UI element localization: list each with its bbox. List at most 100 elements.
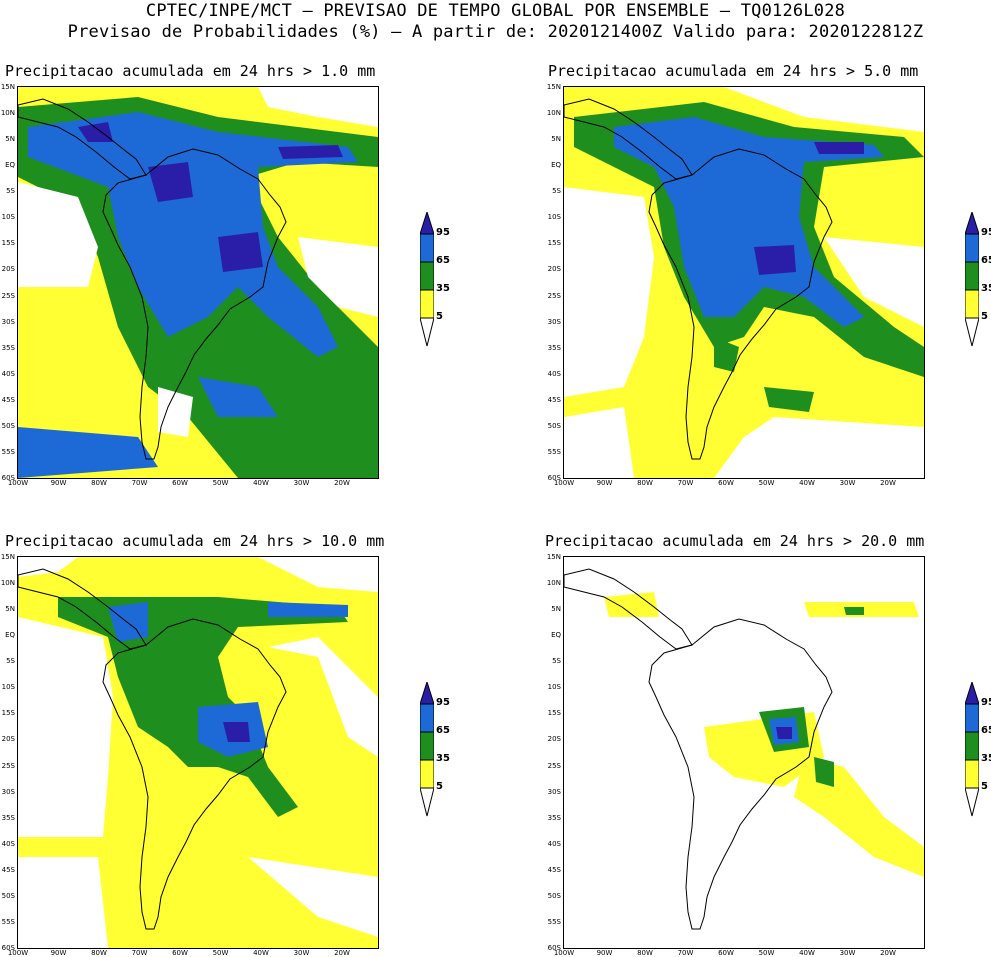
probability-area-white xyxy=(298,237,378,317)
panel-title-1: Precipitacao acumulada em 24 hrs > 1.0 m… xyxy=(5,62,376,80)
lat-tick-label: 5S xyxy=(552,187,561,196)
colorbar-label: 35 xyxy=(981,283,991,294)
colorbar-segment-5 xyxy=(420,289,434,319)
colorbar-label: 65 xyxy=(981,255,991,266)
south-america-outline xyxy=(648,618,833,930)
central-america-outline xyxy=(564,568,693,650)
colorbar-segment-95 xyxy=(965,682,979,705)
probability-area-c95 xyxy=(754,245,796,275)
lat-tick-label: 25S xyxy=(1,761,15,770)
lat-tick-label: 5S xyxy=(6,657,15,666)
lat-tick-label: 35S xyxy=(547,343,561,352)
lon-tick-label: 80W xyxy=(637,479,653,487)
lon-tick-label: 100W xyxy=(7,479,29,487)
lon-tick-label: 90W xyxy=(50,479,67,487)
colorbar-segment-95 xyxy=(420,682,434,705)
lon-tick-label: 60W xyxy=(718,479,734,487)
probability-map-3 xyxy=(18,557,378,948)
probability-area-c95 xyxy=(148,162,193,202)
probability-area-white xyxy=(258,557,378,592)
lat-tick-label: 60S xyxy=(1,474,15,482)
colorbar-segment-65 xyxy=(965,233,979,263)
map-panel-1 xyxy=(17,86,379,479)
lon-tick-label: 40W xyxy=(799,949,815,957)
colorbar-label: 35 xyxy=(981,753,991,764)
lon-tick-label: 30W xyxy=(293,479,310,487)
probability-area-white xyxy=(724,87,924,132)
probability-area-c5 xyxy=(794,757,924,877)
colorbar-label: 5 xyxy=(436,781,443,792)
colorbar-segment-5 xyxy=(965,759,979,789)
probability-area-c65 xyxy=(614,117,884,327)
colorbar-label: 95 xyxy=(436,697,450,708)
probability-area-white xyxy=(824,237,924,327)
colorbar-label: 95 xyxy=(436,227,450,238)
probability-area-white xyxy=(564,187,654,397)
lat-tick-label: 45S xyxy=(547,865,561,874)
lat-tick-label: 10N xyxy=(0,109,15,118)
colorbar: 95 65 35 5 xyxy=(420,682,480,832)
probability-area-c95 xyxy=(218,232,263,272)
lon-tick-label: 20W xyxy=(880,949,896,957)
probability-area-c95 xyxy=(776,727,792,739)
colorbar-segment-65 xyxy=(965,703,979,733)
lat-tick-label: 55S xyxy=(1,917,15,926)
lat-tick-label: 5S xyxy=(552,657,561,666)
probability-area-c35 xyxy=(814,757,834,787)
lat-tick-label: 15S xyxy=(1,239,15,248)
map-panel-4 xyxy=(563,556,925,949)
lat-tick-label: 10S xyxy=(547,683,561,692)
main-subtitle: Previsao de Probabilidades (%) – A parti… xyxy=(67,22,924,42)
lat-tick-label: 40S xyxy=(547,369,561,378)
colorbar-label: 5 xyxy=(981,311,988,322)
lat-tick-label: 50S xyxy=(1,421,15,430)
probability-map-1 xyxy=(18,87,378,478)
lat-tick-label: 30S xyxy=(547,317,561,326)
lat-tick-label: 20S xyxy=(547,735,561,744)
colorbar-segment-low xyxy=(420,787,434,817)
probability-area-c65 xyxy=(198,377,278,417)
probability-area-white xyxy=(714,417,924,478)
lat-tick-label: 15S xyxy=(1,709,15,718)
colorbar-segment-95 xyxy=(420,212,434,235)
colorbar-segment-low xyxy=(965,317,979,347)
lat-tick-label: 20S xyxy=(547,265,561,274)
south-america-outline xyxy=(102,618,287,930)
lat-tick-label: 15S xyxy=(547,239,561,248)
lat-tick-label: EQ xyxy=(5,631,15,640)
lat-tick-label: 50S xyxy=(547,421,561,430)
probability-map-4 xyxy=(564,568,924,930)
lat-tick-label: 5N xyxy=(5,135,15,144)
colorbar-label: 35 xyxy=(436,753,450,764)
panel-title-4: Precipitacao acumulada em 24 hrs > 20.0 … xyxy=(545,532,925,550)
lat-tick-label: 55S xyxy=(1,447,15,456)
probability-area-white xyxy=(258,87,378,127)
lat-tick-label: 45S xyxy=(1,395,15,404)
colorbar-label: 5 xyxy=(436,311,443,322)
probability-area-white xyxy=(268,637,378,757)
lat-tick-label: 40S xyxy=(547,839,561,848)
lat-tick-label: 10N xyxy=(546,109,561,118)
lat-tick-label: 5N xyxy=(5,605,15,614)
probability-area-white xyxy=(564,407,634,478)
probability-area-c35 xyxy=(844,607,864,615)
lat-tick-label: 10S xyxy=(1,683,15,692)
probability-map-2 xyxy=(564,87,924,478)
lat-tick-label: 30S xyxy=(1,787,15,796)
panel-title-3: Precipitacao acumulada em 24 hrs > 10.0 … xyxy=(5,532,385,550)
lat-tick-label: 60S xyxy=(1,944,15,952)
lat-tick-label: 60S xyxy=(547,474,561,482)
lat-tick-label: 10S xyxy=(1,213,15,222)
lon-tick-label: 60W xyxy=(172,479,188,487)
colorbar-segment-35 xyxy=(965,731,979,761)
colorbar-segment-35 xyxy=(420,261,434,291)
lon-tick-label: 70W xyxy=(131,479,148,487)
lon-tick-label: 50W xyxy=(212,949,229,957)
lat-tick-label: 5N xyxy=(551,135,561,144)
probability-area-white xyxy=(158,387,193,437)
central-america-outline xyxy=(564,98,693,180)
probability-area-white xyxy=(248,857,378,937)
lon-tick-label: 20W xyxy=(334,949,350,957)
colorbar-segment-95 xyxy=(965,212,979,235)
colorbar-label: 35 xyxy=(436,283,450,294)
